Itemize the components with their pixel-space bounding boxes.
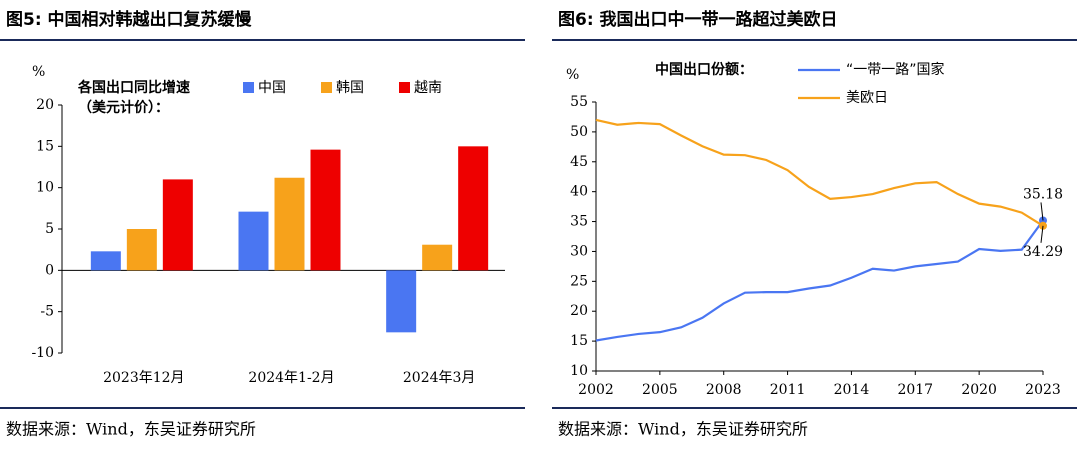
bar (386, 270, 417, 333)
label-leader (1040, 202, 1044, 221)
y-tick-label: 35 (570, 214, 588, 230)
y-unit: % (566, 67, 579, 83)
legend-title: （美元计价）： (78, 99, 169, 116)
y-tick-label: 55 (570, 94, 588, 110)
x-tick-label: 2023年12月 (103, 370, 184, 386)
y-tick-label: 20 (570, 303, 588, 319)
x-tick-label: 2011 (770, 382, 806, 398)
x-tick-label: 2024年3月 (403, 370, 476, 386)
legend-label: “一带一路”国家 (846, 61, 945, 78)
legend-label: 美欧日 (846, 90, 888, 106)
bar (310, 149, 341, 271)
x-tick-label: 2014 (834, 382, 870, 398)
x-tick-label: 2005 (642, 382, 678, 398)
y-tick-label: 15 (36, 138, 54, 154)
x-tick-label: 2024年1-2月 (248, 370, 334, 386)
legend-label: 越南 (414, 80, 442, 96)
legend-label: 韩国 (336, 80, 364, 96)
y-tick-label: 20 (36, 97, 54, 113)
y-tick-label: 50 (570, 124, 588, 140)
legend-title: 中国出口份额： (655, 61, 753, 78)
bar (238, 211, 269, 271)
y-tick-label: 15 (570, 333, 588, 349)
value-label: 34.29 (1023, 244, 1063, 260)
legend-swatch (321, 82, 332, 93)
legend-swatch (243, 82, 254, 93)
source: 数据来源：Wind，东吴证券研究所 (6, 420, 256, 439)
bar (90, 251, 121, 271)
legend-title: 各国出口同比增速 (77, 79, 190, 96)
y-tick-label: 25 (570, 273, 588, 289)
line (595, 118, 1044, 227)
legend-label: 中国 (258, 80, 286, 96)
y-tick-label: 40 (570, 184, 588, 200)
chart-title: 图5: 中国相对韩越出口复苏缓慢 (6, 9, 253, 30)
x-tick-label: 2008 (706, 382, 742, 398)
y-tick-label: -5 (40, 304, 54, 320)
bar (126, 229, 157, 271)
y-tick-label: 0 (45, 262, 54, 278)
y-tick-label: 10 (36, 180, 54, 196)
bar (162, 179, 193, 271)
x-tick-label: 2002 (578, 382, 614, 398)
label-leader (1040, 225, 1044, 243)
x-tick-label: 2017 (897, 382, 933, 398)
source: 数据来源：Wind，东吴证券研究所 (558, 420, 808, 439)
legend-swatch (399, 82, 410, 93)
x-tick-label: 2020 (961, 382, 997, 398)
x-tick-label: 2023 (1025, 382, 1061, 398)
chart-title: 图6: 我国出口中一带一路超过美欧日 (558, 9, 838, 30)
y-tick-label: 30 (570, 243, 588, 259)
y-tick-label: 10 (570, 363, 588, 379)
bar (422, 244, 453, 271)
value-label: 35.18 (1023, 186, 1063, 202)
bar (458, 146, 489, 271)
y-tick-label: 45 (570, 154, 588, 170)
y-tick-label: 5 (45, 221, 54, 237)
y-tick-label: -10 (31, 345, 54, 361)
line (595, 219, 1044, 342)
bar (274, 177, 305, 271)
y-unit: % (32, 64, 45, 80)
